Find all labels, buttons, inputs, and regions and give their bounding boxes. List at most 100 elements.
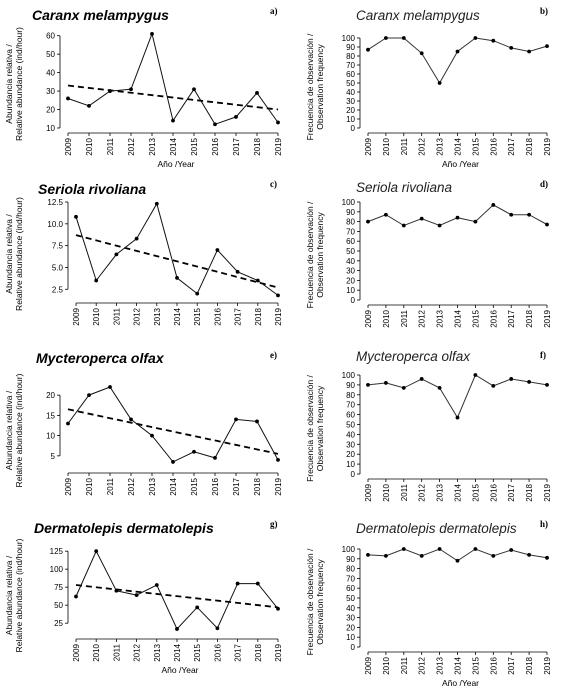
x-tick-label: 2015: [471, 483, 480, 501]
x-tick-label: 2017: [507, 656, 516, 674]
y-tick-label: 50: [346, 594, 355, 603]
y-axis-title: Relative abundance (ind/hour): [14, 373, 24, 487]
x-tick-label: 2015: [471, 137, 480, 155]
x-axis-title: Año /Year: [442, 159, 479, 169]
data-point: [473, 547, 478, 551]
x-tick-label: 2012: [418, 137, 427, 155]
data-point: [419, 216, 424, 221]
chart-title: Caranx melampygus: [356, 8, 480, 23]
y-tick-label: 10: [346, 115, 355, 124]
x-tick-label: 2014: [454, 656, 463, 674]
x-tick-label: 2019: [274, 137, 283, 155]
data-point: [509, 377, 514, 381]
y-tick-label: 80: [346, 52, 355, 61]
x-tick-label: 2019: [274, 477, 283, 495]
data-point: [419, 553, 424, 558]
y-tick-label: 90: [346, 555, 355, 564]
data-point: [154, 201, 159, 206]
x-tick-label: 2017: [507, 137, 516, 155]
x-axis-title: Año /Year: [442, 678, 479, 688]
y-tick-label: 75: [54, 583, 63, 592]
x-tick-label: 2012: [418, 483, 427, 501]
data-point: [384, 553, 388, 558]
data-point: [129, 417, 133, 422]
x-tick-label: 2018: [254, 307, 263, 325]
data-point: [255, 581, 260, 586]
y-axis-title: Abundancia relativa /: [4, 555, 14, 635]
data-point: [276, 120, 280, 125]
data-point: [213, 122, 217, 127]
x-tick-label: 2017: [232, 137, 241, 155]
x-tick-label: 2009: [364, 656, 373, 674]
data-point: [175, 276, 179, 280]
y-axis-title: Frecuencia de observación /: [305, 201, 315, 308]
data-point: [366, 552, 370, 557]
data-point: [134, 593, 139, 598]
data-point: [527, 552, 531, 557]
data-point: [175, 627, 179, 631]
y-tick-label: 0: [351, 296, 356, 305]
x-tick-label: 2017: [234, 643, 243, 661]
series-line: [75, 550, 279, 630]
data-point: [195, 605, 200, 610]
chart-title: Dermatolepis dermatolepis: [356, 521, 517, 536]
data-point: [234, 115, 238, 119]
x-tick-label: 2017: [507, 483, 516, 501]
y-tick-label: 100: [342, 545, 356, 554]
y-axis-title: Abundancia relativa /: [4, 390, 14, 470]
data-point: [366, 47, 370, 52]
chart-panel-b: Caranx melampygus b) 010203040506070809010…: [305, 6, 552, 169]
data-point: [276, 293, 280, 298]
trend-line: [67, 408, 279, 455]
x-tick-label: 2012: [418, 309, 427, 327]
x-tick-label: 2011: [400, 309, 409, 327]
data-point: [195, 291, 200, 296]
y-tick-label: 10.0: [47, 220, 63, 229]
x-tick-label: 2018: [525, 137, 534, 155]
x-tick-label: 2016: [489, 309, 498, 327]
x-tick-label: 2014: [173, 307, 182, 325]
x-tick-label: 2014: [169, 137, 178, 155]
data-point: [545, 383, 549, 387]
data-point: [74, 594, 78, 599]
data-point: [192, 449, 196, 454]
y-tick-label: 40: [346, 88, 355, 97]
x-tick-label: 2013: [148, 477, 157, 495]
y-tick-label: 60: [346, 584, 355, 593]
data-point: [455, 558, 460, 563]
data-point: [255, 278, 260, 283]
x-tick-label: 2016: [211, 137, 220, 155]
x-tick-label: 2016: [489, 137, 498, 155]
data-point: [134, 236, 139, 241]
y-tick-label: 40: [346, 430, 355, 439]
y-tick-label: 50: [54, 601, 63, 610]
chart-title: Seriola rivoliana: [38, 181, 146, 197]
data-point: [491, 553, 496, 558]
x-tick-label: 2015: [193, 307, 202, 325]
x-axis-title: Año /Year: [157, 159, 194, 169]
chart-title: Dermatolepis dermatolepis: [34, 520, 214, 536]
y-tick-label: 0: [351, 643, 356, 652]
x-tick-label: 2014: [454, 309, 463, 327]
x-tick-label: 2018: [525, 309, 534, 327]
y-tick-label: 50: [346, 79, 355, 88]
x-tick-label: 2019: [543, 483, 552, 501]
x-tick-label: 2011: [400, 483, 409, 501]
data-point: [491, 203, 496, 207]
data-point: [150, 433, 154, 438]
series-line: [67, 32, 279, 125]
x-tick-label: 2018: [525, 656, 534, 674]
data-point: [114, 252, 119, 257]
y-axis-title: Abundancia relativa /: [4, 214, 14, 294]
chart-title: Caranx melampygus: [32, 7, 169, 23]
series-line: [367, 374, 548, 419]
data-point: [366, 383, 370, 387]
data-point: [234, 417, 238, 422]
series-line: [67, 386, 279, 463]
data-point: [276, 606, 280, 611]
x-tick-label: 2010: [382, 137, 391, 155]
panel-label: e): [270, 350, 277, 360]
panel-label: a): [270, 6, 278, 16]
x-tick-label: 2017: [232, 477, 241, 495]
